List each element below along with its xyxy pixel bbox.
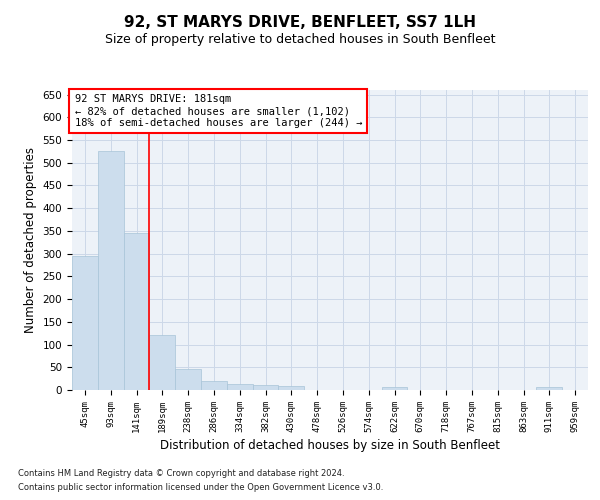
Text: 92 ST MARYS DRIVE: 181sqm
← 82% of detached houses are smaller (1,102)
18% of se: 92 ST MARYS DRIVE: 181sqm ← 82% of detac… — [74, 94, 362, 128]
Text: Contains public sector information licensed under the Open Government Licence v3: Contains public sector information licen… — [18, 484, 383, 492]
Bar — [149, 336, 175, 390]
Bar — [98, 152, 124, 390]
Text: 92, ST MARYS DRIVE, BENFLEET, SS7 1LH: 92, ST MARYS DRIVE, BENFLEET, SS7 1LH — [124, 15, 476, 30]
Bar — [227, 384, 253, 390]
Bar — [175, 368, 201, 390]
Bar — [382, 387, 407, 390]
Bar — [278, 386, 304, 390]
Text: Size of property relative to detached houses in South Benfleet: Size of property relative to detached ho… — [105, 32, 495, 46]
Bar — [253, 384, 278, 390]
Bar — [72, 256, 98, 390]
Bar — [124, 233, 149, 390]
Text: Contains HM Land Registry data © Crown copyright and database right 2024.: Contains HM Land Registry data © Crown c… — [18, 468, 344, 477]
Bar — [201, 381, 227, 390]
X-axis label: Distribution of detached houses by size in South Benfleet: Distribution of detached houses by size … — [160, 439, 500, 452]
Y-axis label: Number of detached properties: Number of detached properties — [24, 147, 37, 333]
Bar — [536, 387, 562, 390]
